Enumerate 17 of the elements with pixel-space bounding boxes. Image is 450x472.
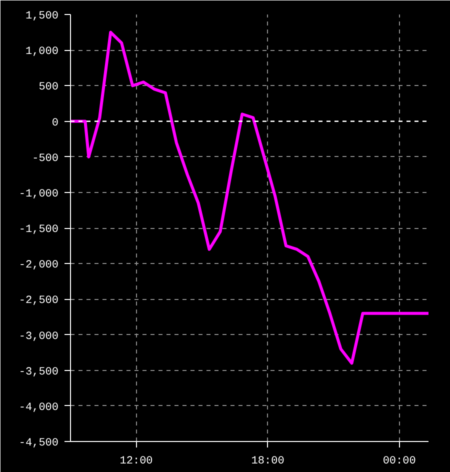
y-tick-label: -2,500 bbox=[18, 295, 59, 308]
y-tick-label: -4,000 bbox=[18, 402, 59, 414]
y-tick-label: -3,000 bbox=[18, 330, 59, 343]
y-tick-label: 500 bbox=[38, 82, 59, 94]
x-tick-label: 00:00 bbox=[382, 456, 416, 468]
y-tick-label: -4,500 bbox=[18, 438, 59, 450]
x-tick-label: 12:00 bbox=[120, 456, 153, 468]
y-tick-label: -1,500 bbox=[18, 224, 59, 236]
line-series bbox=[70, 30, 428, 365]
y-tick-label: 1,500 bbox=[25, 10, 59, 22]
x-tick-label: 18:00 bbox=[251, 456, 284, 468]
y-tick-label: 1,000 bbox=[25, 46, 59, 58]
y-tick-label: -2,000 bbox=[18, 260, 59, 272]
y-tick-label: -500 bbox=[32, 152, 58, 165]
y-tick-label: -1,000 bbox=[18, 188, 59, 200]
y-tick-label: -3,500 bbox=[18, 366, 59, 378]
y-tick-label: 0 bbox=[52, 117, 59, 130]
